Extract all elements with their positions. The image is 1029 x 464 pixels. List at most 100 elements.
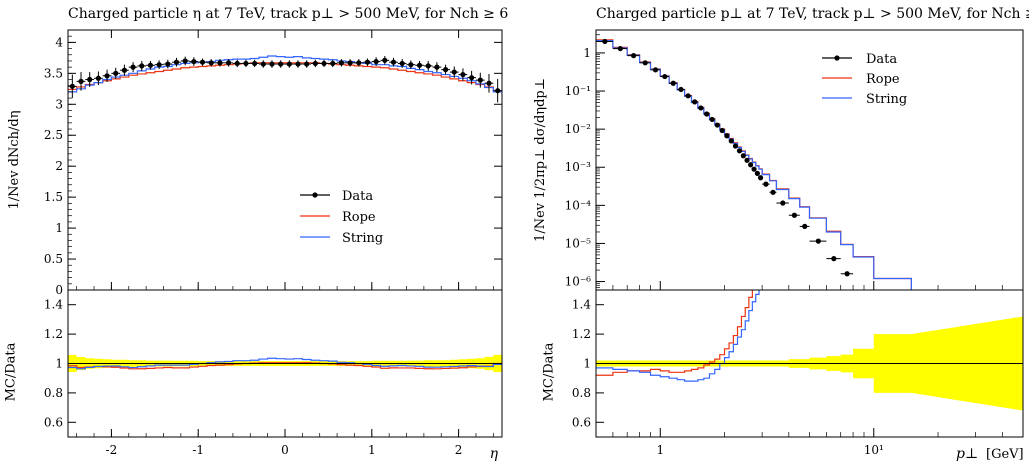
right-data-point xyxy=(763,181,769,187)
right-data-point xyxy=(751,166,757,172)
left-data-point xyxy=(87,76,93,83)
left-x-axis-label: η xyxy=(490,446,499,462)
left-legend-label-data: Data xyxy=(342,189,373,204)
left-data-point xyxy=(260,61,266,67)
right-chart-title: Charged particle p⊥ at 7 TeV, track p⊥ >… xyxy=(596,6,1029,22)
right-x-tick-label: 10¹ xyxy=(864,443,884,457)
left-data-point xyxy=(243,60,249,67)
left-data-point xyxy=(191,58,197,65)
left-data-point xyxy=(399,60,405,67)
right-data-point xyxy=(802,223,808,230)
left-y-tick-label: 0.5 xyxy=(44,252,63,266)
right-ratio-tick-label: 1 xyxy=(583,357,591,371)
left-data-point xyxy=(113,70,119,76)
left-data-point xyxy=(208,60,214,66)
left-data-point xyxy=(217,60,223,66)
left-data-point xyxy=(451,69,457,75)
left-ratio-tick-label: 1.2 xyxy=(44,327,63,341)
right-data-point xyxy=(678,86,684,93)
right-y-axis-label: 1/Nev 1/2πp⊥ dσ/dηdp⊥ xyxy=(533,78,548,242)
left-data-point xyxy=(312,60,318,67)
left-ratio-tick-label: 0.8 xyxy=(44,386,63,400)
left-data-point xyxy=(165,61,171,67)
right-data-point xyxy=(698,105,704,111)
left-data-point xyxy=(356,60,362,66)
right-ratio-tick-label: 0.6 xyxy=(572,415,591,429)
right-data-point xyxy=(748,162,754,168)
left-chart-title: Charged particle η at 7 TeV, track p⊥ > … xyxy=(68,6,508,22)
left-ratio-series-rope xyxy=(68,362,502,370)
right-data-point xyxy=(724,133,730,139)
right-ratio-y-axis-label: MC/Data xyxy=(542,342,557,401)
left-ratio-tick-label: 1 xyxy=(55,357,63,371)
left-data-point xyxy=(330,60,336,67)
left-x-tick-label: 0 xyxy=(281,443,289,457)
left-series-rope xyxy=(68,62,502,92)
left-x-tick-label: -2 xyxy=(106,443,118,457)
right-y-tick-label: 10⁻⁴ xyxy=(565,198,592,212)
left-x-tick-label: 1 xyxy=(368,443,376,457)
left-data-point xyxy=(486,80,492,86)
left-data-point xyxy=(130,64,136,70)
left-data-point xyxy=(460,71,466,78)
left-data-point xyxy=(495,88,501,94)
left-data-point xyxy=(95,75,101,81)
left-x-tick-label: 2 xyxy=(455,443,463,457)
right-data-point xyxy=(685,93,691,99)
right-series-string xyxy=(596,40,912,290)
right-data-point xyxy=(719,127,725,134)
left-ratio-tick-label: 1.4 xyxy=(44,298,63,312)
right-legend-label-string: String xyxy=(866,92,907,107)
right-series-rope xyxy=(596,39,912,290)
right-legend-label-rope: Rope xyxy=(866,72,900,87)
right-y-tick-label: 10⁻² xyxy=(565,122,592,136)
left-data-point xyxy=(425,63,431,69)
left-data-point xyxy=(408,62,414,68)
left-data-point xyxy=(139,63,145,69)
left-y-tick-label: 0 xyxy=(55,283,63,297)
left-data-point xyxy=(295,61,301,67)
left-ratio-series-string xyxy=(68,357,502,370)
left-data-point xyxy=(269,61,275,67)
left-data-point xyxy=(390,59,397,65)
right-y-tick-label: 10⁻⁵ xyxy=(565,236,592,250)
right-data-point xyxy=(692,99,698,105)
right-data-point xyxy=(831,256,837,262)
right-data-point xyxy=(736,148,743,154)
left-data-point xyxy=(338,60,345,66)
right-data-point xyxy=(740,153,746,159)
right-y-tick-label: 1 xyxy=(583,46,591,60)
left-y-tick-label: 3.5 xyxy=(44,66,63,80)
right-legend-label-data: Data xyxy=(866,52,897,67)
right-x-axis-unit: [GeV] xyxy=(986,447,1024,462)
left-y-tick-label: 2.5 xyxy=(44,128,63,142)
left-data-point xyxy=(364,59,371,65)
right-data-point xyxy=(728,138,734,144)
right-data-point xyxy=(780,200,786,206)
left-data-point xyxy=(373,58,379,65)
right-y-tick-label: 10⁻¹ xyxy=(565,84,591,98)
right-legend-marker xyxy=(834,55,840,61)
right-ratio-tick-label: 1.4 xyxy=(572,298,591,312)
left-data-point xyxy=(147,62,154,68)
right-data-point xyxy=(732,143,739,149)
left-series-string xyxy=(68,55,502,93)
right-data-point xyxy=(602,38,608,45)
right-data-point xyxy=(662,73,668,80)
left-data-point xyxy=(69,83,75,89)
right-y-tick-label: 10⁻³ xyxy=(565,160,592,174)
right-ratio-tick-label: 0.8 xyxy=(572,386,591,400)
right-x-tick-label: 1 xyxy=(656,443,664,457)
left-legend-marker xyxy=(312,192,318,198)
left-data-point xyxy=(199,59,206,65)
right-data-point xyxy=(770,189,776,195)
left-data-point xyxy=(442,67,449,73)
left-data-point xyxy=(225,60,232,66)
left-data-point xyxy=(469,75,475,81)
right-data-point xyxy=(670,80,676,86)
left-data-point xyxy=(382,57,388,63)
right-data-point xyxy=(630,53,637,59)
right-data-point xyxy=(744,157,750,163)
right-ratio-series-rope xyxy=(596,290,753,376)
left-y-tick-label: 3 xyxy=(55,97,63,111)
